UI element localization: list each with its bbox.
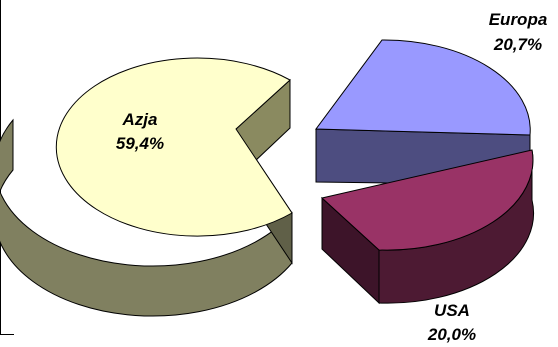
slice-azja-top xyxy=(55,57,293,237)
slice-usa-top xyxy=(320,149,534,251)
label-usa-value: 20,0% xyxy=(427,325,476,344)
label-azja-name: Azja xyxy=(122,110,158,129)
slice-europa-top xyxy=(315,39,531,136)
slice-usa xyxy=(320,149,535,305)
label-europa-name: Europa xyxy=(489,10,548,29)
label-usa-name: USA xyxy=(434,301,470,320)
label-europa-value: 20,7% xyxy=(493,35,542,54)
slice-azja xyxy=(0,57,293,317)
label-azja-value: 59,4% xyxy=(116,134,164,153)
